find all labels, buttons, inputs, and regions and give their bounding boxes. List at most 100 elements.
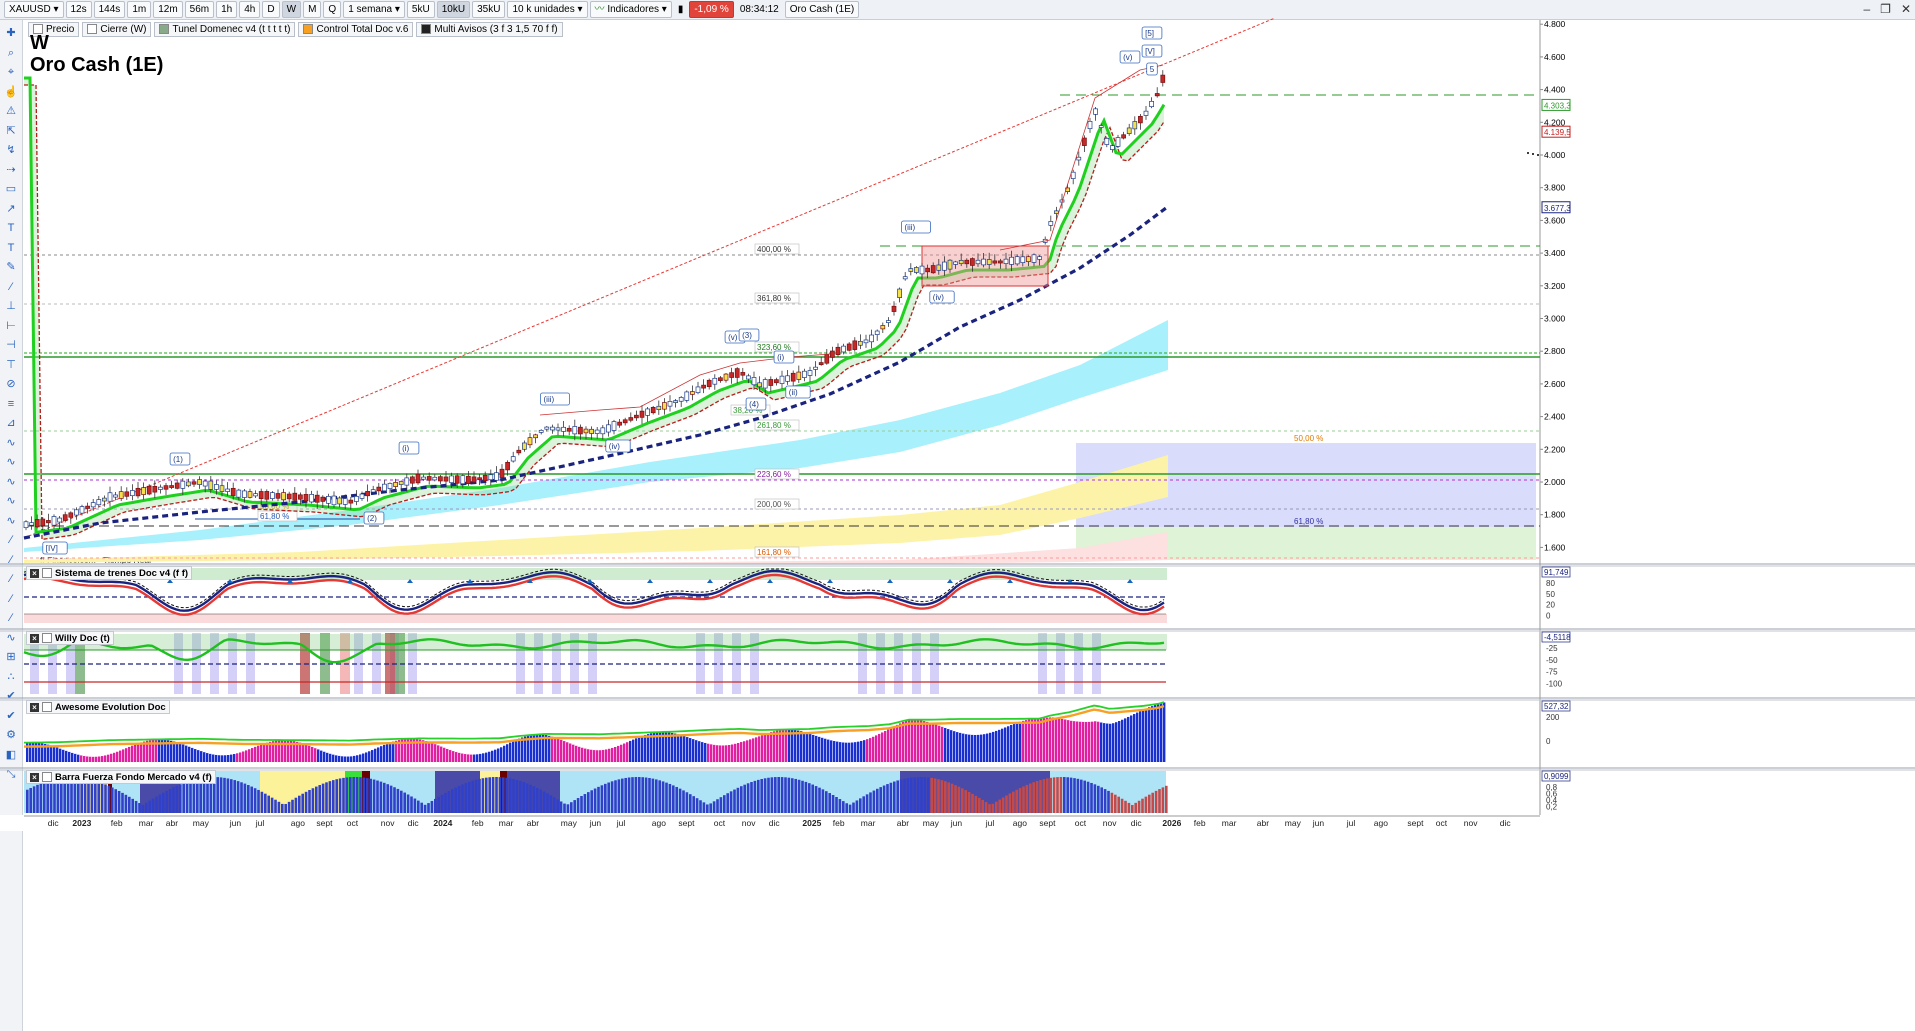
unit-button-2[interactable]: 35kU xyxy=(472,1,506,18)
drawing-tool-icon-36[interactable]: ⚙ xyxy=(6,729,16,741)
drawing-tool-icon-14[interactable]: ⊥ xyxy=(6,300,16,312)
indicator-chip-2[interactable]: Tunel Domenec v4 (t t t t t) xyxy=(154,21,296,37)
drawing-tool-icon-22[interactable]: ∿ xyxy=(6,456,16,468)
panel-title-3[interactable]: × Barra Fuerza Fondo Mercado v4 (f) xyxy=(26,770,216,784)
drawing-tool-icon-8[interactable]: ▭ xyxy=(5,183,17,195)
candle-body xyxy=(85,505,90,509)
candle-body xyxy=(902,276,908,280)
panel3-bar xyxy=(785,729,788,762)
interval-button-3[interactable]: 12m xyxy=(153,1,183,18)
drawing-tool-icon-15[interactable]: ⊢ xyxy=(6,319,16,332)
drawing-tool-icon-12[interactable]: ✎ xyxy=(6,261,16,273)
indicator-chip-1[interactable]: Cierre (W) xyxy=(82,21,152,37)
panel4-bar xyxy=(29,787,32,813)
panel-title-0[interactable]: × Sistema de trenes Doc v4 (f f) xyxy=(26,566,193,580)
panel-tag-box xyxy=(1541,631,1571,643)
panel-tick-label: 50 xyxy=(1546,590,1555,599)
drawing-tool-icon-21[interactable]: ∿ xyxy=(6,436,16,449)
drawing-tool-icon-4[interactable]: ⚠ xyxy=(6,105,16,117)
panel4-bar xyxy=(508,778,512,813)
panel4-bar xyxy=(903,778,906,813)
minimize-icon[interactable]: – xyxy=(1863,2,1871,16)
interval-button-4[interactable]: 56m xyxy=(184,1,215,18)
panel-swatch-icon xyxy=(42,633,52,643)
interval-button-10[interactable]: Q xyxy=(323,1,342,18)
panel-close-icon[interactable]: × xyxy=(30,702,39,712)
interval-button-0[interactable]: 12s xyxy=(65,1,92,18)
panel3-bar xyxy=(806,732,809,762)
restore-icon[interactable]: ❐ xyxy=(1880,2,1891,16)
indicator-chip-0[interactable]: Precio xyxy=(28,21,80,37)
drawing-tool-icon-1[interactable]: ⌕ xyxy=(7,46,15,59)
candle-body xyxy=(947,259,953,270)
drawing-tool-icon-9[interactable]: ↗ xyxy=(6,202,16,215)
interval-button-9[interactable]: M xyxy=(303,1,322,18)
drawing-tool-icon-13[interactable]: ⁄ xyxy=(10,280,12,293)
drawing-tool-icon-10[interactable]: T xyxy=(7,222,15,234)
drawing-tool-icon-38[interactable]: ⤡ xyxy=(6,768,16,780)
interval-button-5[interactable]: 1h xyxy=(216,1,238,18)
drawing-tool-icon-29[interactable]: ∕ xyxy=(10,592,12,605)
drawing-tool-icon-5[interactable]: ⇱ xyxy=(6,124,16,137)
time-tick-label: 2024 xyxy=(433,818,452,828)
close-icon[interactable]: ✕ xyxy=(1900,2,1911,16)
panel-close-icon[interactable]: × xyxy=(30,633,39,643)
drawing-tool-icon-7[interactable]: ⇢ xyxy=(6,163,16,176)
drawing-tool-icon-33[interactable]: ∴ xyxy=(7,670,15,683)
drawing-tool-icon-24[interactable]: ∿ xyxy=(6,495,16,507)
interval-button-1[interactable]: 144s xyxy=(93,1,126,18)
drawing-tool-icon-18[interactable]: ⊘ xyxy=(6,378,16,390)
drawing-tool-icon-32[interactable]: ⊞ xyxy=(6,651,16,663)
panel3-bar xyxy=(743,741,746,762)
drawing-tool-icon-30[interactable]: ∕ xyxy=(10,612,12,624)
drawing-tool-icon-20[interactable]: ⊿ xyxy=(6,417,16,429)
panel3-bar xyxy=(977,734,980,762)
drawing-tool-icon-3[interactable]: ☝ xyxy=(4,85,18,98)
panel3-bar xyxy=(533,734,536,762)
panel4-bar xyxy=(699,800,702,813)
drawing-tool-icon-17[interactable]: ⊤ xyxy=(6,358,16,371)
candle-body xyxy=(326,496,331,504)
unit-button-0[interactable]: 5kU xyxy=(406,1,435,18)
drawing-tool-icon-37[interactable]: ◧ xyxy=(5,748,17,761)
drawing-tool-icon-16[interactable]: ⊣ xyxy=(6,339,16,351)
panel-title-2[interactable]: × Awesome Evolution Doc xyxy=(26,700,170,714)
drawing-tool-icon-27[interactable]: ∕ xyxy=(10,553,12,566)
panel4-bar xyxy=(767,777,770,813)
candle-body xyxy=(225,488,230,492)
indicator-chip-4[interactable]: Multi Avisos (3 f 3 1,5 70 f f) xyxy=(416,21,563,37)
drawing-tool-icon-23[interactable]: ∿ xyxy=(6,475,16,488)
drawing-tool-icon-19[interactable]: ≡ xyxy=(7,397,15,410)
panel-close-icon[interactable]: × xyxy=(30,772,39,782)
symbol-select[interactable]: XAUUSD ▾ xyxy=(4,1,64,18)
panel4-bar xyxy=(308,789,311,813)
drawing-tool-icon-25[interactable]: ∿ xyxy=(6,514,16,527)
range-select[interactable]: 1 semana ▾ xyxy=(343,1,405,18)
drawing-tool-icon-0[interactable]: ✚ xyxy=(6,27,16,39)
interval-button-8[interactable]: W xyxy=(281,1,302,18)
units-select[interactable]: 10 k unidades ▾ xyxy=(507,1,588,18)
drawing-tool-icon-31[interactable]: ∿ xyxy=(6,631,16,644)
drawing-tool-icon-6[interactable]: ↯ xyxy=(6,144,16,156)
menu-icon[interactable]: ▮ xyxy=(677,4,684,15)
wave-label: (4) xyxy=(749,400,759,409)
drawing-tool-icon-35[interactable]: ✔ xyxy=(6,709,16,722)
indicator-chip-3[interactable]: Control Total Doc v.6 xyxy=(298,21,414,37)
drawing-tool-icon-34[interactable]: ✔ xyxy=(6,690,16,702)
candle-body xyxy=(152,486,158,493)
indicators-button[interactable]: 〰 Indicadores ▾ xyxy=(589,1,672,18)
drawing-tool-icon-28[interactable]: ∕ xyxy=(10,573,12,585)
panel3-bar xyxy=(170,740,173,762)
drawing-tool-icon-2[interactable]: ⌖ xyxy=(7,66,15,78)
drawing-tool-icon-11[interactable]: T xyxy=(7,241,15,254)
interval-button-6[interactable]: 4h xyxy=(239,1,261,18)
panel-title-1[interactable]: × Willy Doc (t) xyxy=(26,631,114,645)
candle-body xyxy=(471,476,477,483)
panel4-bar xyxy=(134,800,138,813)
unit-button-1[interactable]: 10kU xyxy=(436,1,471,18)
panel-close-icon[interactable]: × xyxy=(30,568,39,578)
interval-button-7[interactable]: D xyxy=(262,1,280,18)
drawing-tool-icon-26[interactable]: ∕ xyxy=(10,534,12,546)
interval-button-2[interactable]: 1m xyxy=(127,1,152,18)
